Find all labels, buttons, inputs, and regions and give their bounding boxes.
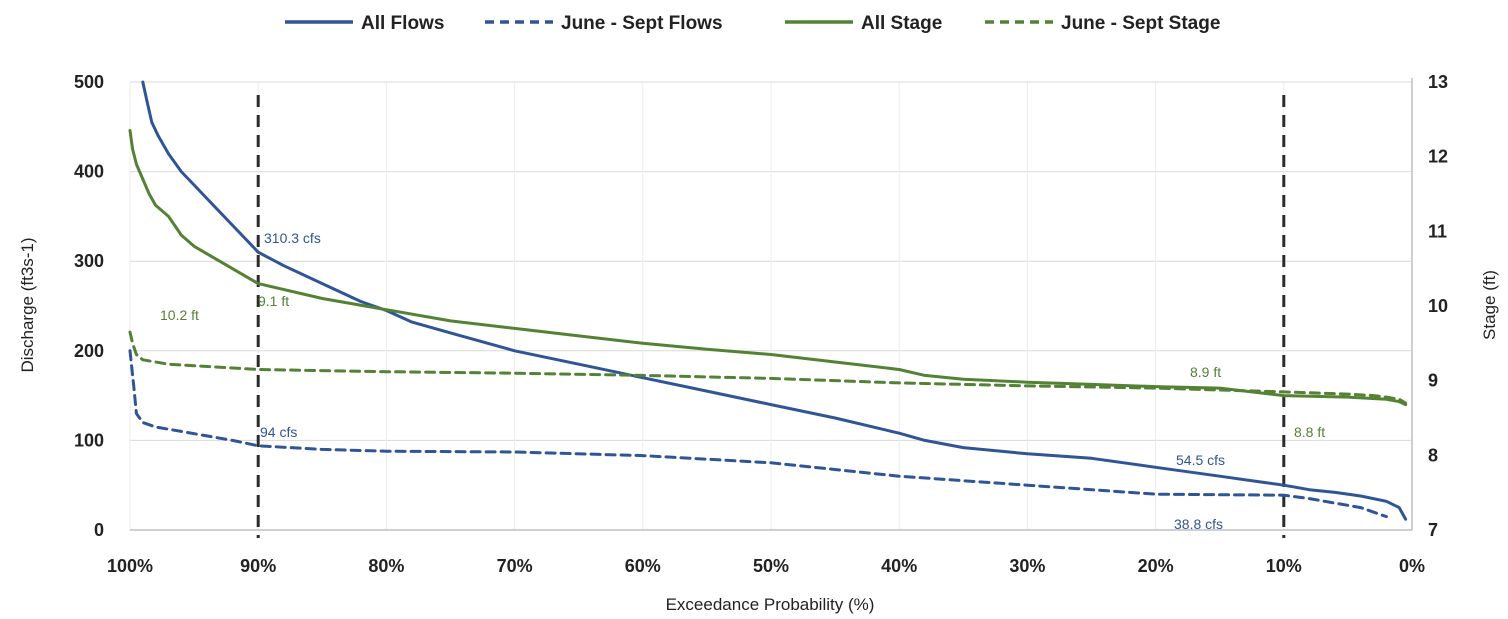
data-label: 94 cfs	[260, 424, 297, 440]
legend-label: June - Sept Stage	[1061, 13, 1220, 34]
y-right-tick-label: 12	[1428, 147, 1448, 167]
legend: All Flows June - Sept Flows All Stage June …	[285, 13, 1220, 34]
data-label: 9.1 ft	[258, 293, 289, 309]
gridlines	[129, 81, 1413, 531]
data-label: 8.8 ft	[1294, 424, 1325, 440]
y-axis-left-title: Discharge (ft3s-1)	[18, 237, 37, 372]
axes: 100% 90% 80% 70% 60% 50% 40% 30% 20% 10% 0% 0 100 200…	[74, 72, 1448, 576]
legend-label: All Flows	[361, 13, 444, 34]
x-tick-label: 90%	[240, 556, 276, 576]
x-tick-label: 70%	[497, 556, 533, 576]
series-all-flows	[141, 80, 1408, 521]
legend-label: All Stage	[861, 13, 942, 34]
data-label: 38.8 cfs	[1174, 516, 1223, 532]
data-label: 8.9 ft	[1190, 364, 1221, 380]
x-tick-label: 0%	[1399, 556, 1425, 576]
y-right-tick-label: 9	[1428, 371, 1438, 391]
y-left-tick-label: 100	[74, 430, 104, 450]
series-june-sept-stage	[128, 330, 1408, 405]
y-left-tick-label: 0	[94, 520, 104, 540]
y-right-tick-label: 11	[1428, 221, 1447, 241]
x-tick-label: 50%	[753, 556, 789, 576]
x-tick-label: 100%	[107, 556, 153, 576]
x-axis-title: Exceedance Probability (%)	[666, 595, 875, 614]
data-label: 54.5 cfs	[1176, 452, 1225, 468]
x-tick-label: 40%	[881, 556, 917, 576]
legend-label: June - Sept Flows	[561, 13, 723, 34]
x-tick-label: 60%	[625, 556, 661, 576]
y-right-tick-label: 10	[1428, 296, 1448, 316]
y-left-tick-label: 300	[74, 251, 104, 271]
reference-lines	[256, 95, 1286, 538]
y-axis-right-title: Stage (ft)	[1480, 270, 1499, 340]
y-right-tick-label: 13	[1428, 72, 1448, 92]
data-label: 310.3 cfs	[264, 230, 321, 246]
y-left-tick-label: 400	[74, 162, 104, 182]
series-june-sept-flows	[128, 349, 1388, 519]
annotations: 310.3 cfs 94 cfs 54.5 cfs 38.8 cfs 10.2 ft 9.…	[160, 230, 1325, 532]
y-right-tick-label: 8	[1428, 445, 1438, 465]
y-left-tick-label: 200	[74, 341, 104, 361]
series-all-stage	[128, 129, 1408, 407]
x-tick-label: 80%	[368, 556, 404, 576]
y-right-tick-label: 7	[1428, 520, 1438, 540]
x-tick-label: 10%	[1266, 556, 1302, 576]
series-group	[128, 80, 1408, 521]
y-left-tick-label: 500	[74, 72, 104, 92]
x-tick-label: 30%	[1009, 556, 1045, 576]
x-tick-label: 20%	[1138, 556, 1174, 576]
data-label: 10.2 ft	[160, 307, 199, 323]
